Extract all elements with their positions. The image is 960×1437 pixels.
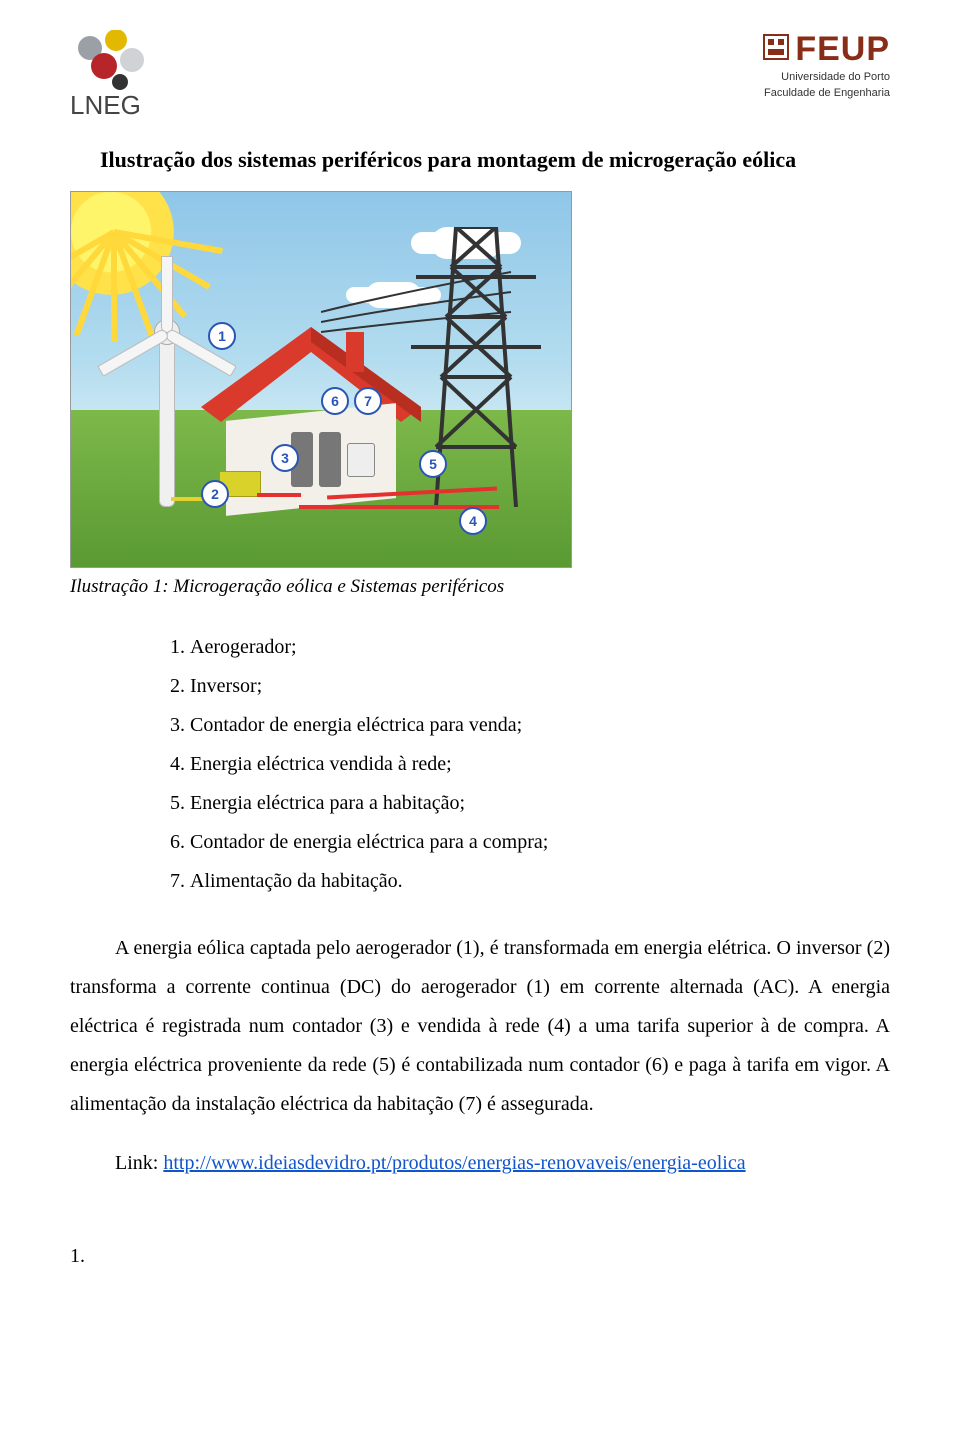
list-item: Energia eléctrica vendida à rede; <box>190 745 890 784</box>
badge-6: 6 <box>321 387 349 415</box>
socket-7 <box>347 443 375 477</box>
svg-text:LNEG: LNEG <box>70 90 141 120</box>
source-link-row: Link: http://www.ideiasdevidro.pt/produt… <box>115 1152 890 1175</box>
turbine-pole <box>159 335 175 507</box>
list-item: Contador de energia eléctrica para a com… <box>190 823 890 862</box>
cable-ac <box>257 493 301 497</box>
feup-subtitle-2: Faculdade de Engenharia <box>761 87 890 101</box>
legend-list: Aerogerador; Inversor; Contador de energ… <box>70 628 890 901</box>
feup-logo: FEUP Universidade do Porto Faculdade de … <box>761 30 890 101</box>
illustration-caption: Ilustração 1: Microgeração eólica e Sist… <box>70 576 890 598</box>
meter-6 <box>319 432 341 487</box>
badge-4: 4 <box>459 507 487 535</box>
list-item: Contador de energia eléctrica para venda… <box>190 706 890 745</box>
source-link[interactable]: http://www.ideiasdevidro.pt/produtos/ene… <box>163 1152 745 1174</box>
list-item: Energia eléctrica para a habitação; <box>190 784 890 823</box>
page-title: Ilustração dos sistemas periféricos para… <box>100 147 890 173</box>
lneg-logo: LNEG <box>70 30 190 125</box>
microgeracao-illustration: 1 2 3 4 5 6 7 <box>70 191 572 568</box>
list-item: Aerogerador; <box>190 628 890 667</box>
list-item: Inversor; <box>190 667 890 706</box>
badge-1: 1 <box>208 322 236 350</box>
description-paragraph: A energia eólica captada pelo aerogerado… <box>70 929 890 1124</box>
feup-subtitle-1: Universidade do Porto <box>761 71 890 85</box>
page-footer: 1. <box>70 1245 890 1268</box>
link-label: Link: <box>115 1152 158 1174</box>
turbine-blade <box>161 256 173 333</box>
badge-5: 5 <box>419 450 447 478</box>
feup-title-text: FEUP <box>795 30 890 69</box>
badge-3: 3 <box>271 444 299 472</box>
list-item: Alimentação da habitação. <box>190 862 890 901</box>
feup-crest-icon <box>761 33 791 67</box>
badge-2: 2 <box>201 480 229 508</box>
badge-7: 7 <box>354 387 382 415</box>
page-header: LNEG FEUP Universidade do Porto Faculdad… <box>70 30 890 125</box>
